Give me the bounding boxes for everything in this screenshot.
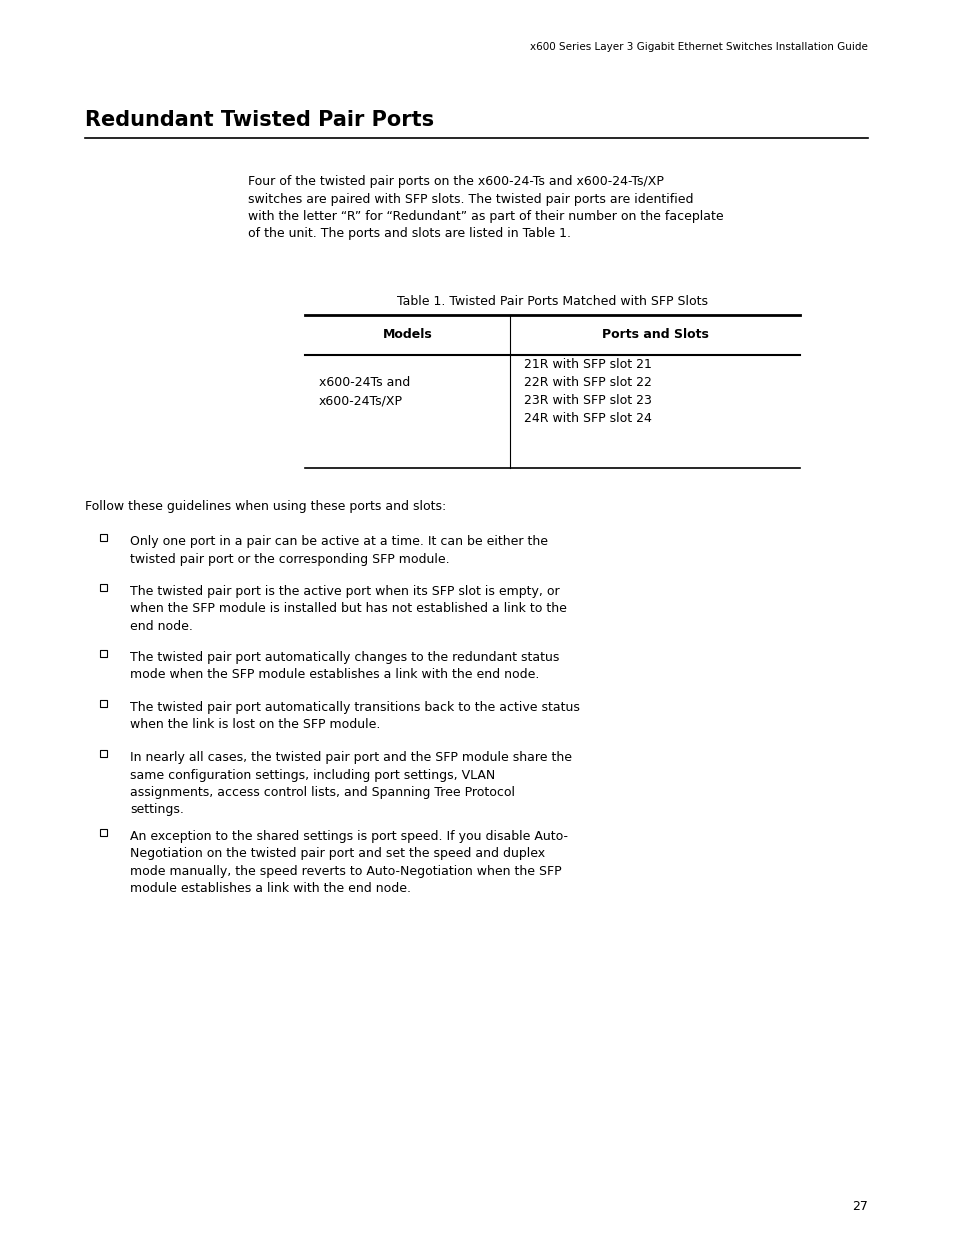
Text: Table 1. Twisted Pair Ports Matched with SFP Slots: Table 1. Twisted Pair Ports Matched with… [396, 295, 707, 308]
Text: Models: Models [382, 329, 432, 342]
Bar [100, 829, 108, 836]
Text: Four of the twisted pair ports on the x600-24-Ts and x600-24-Ts/XP
switches are : Four of the twisted pair ports on the x6… [248, 175, 723, 241]
Bar [100, 650, 108, 657]
Text: Ports and Slots: Ports and Slots [601, 329, 708, 342]
Text: In nearly all cases, the twisted pair port and the SFP module share the
same con: In nearly all cases, the twisted pair po… [130, 751, 572, 816]
Text: The twisted pair port automatically transitions back to the active status
when t: The twisted pair port automatically tran… [130, 701, 579, 731]
Bar [100, 534, 108, 541]
Text: Only one port in a pair can be active at a time. It can be either the
twisted pa: Only one port in a pair can be active at… [130, 535, 547, 566]
Bar [100, 584, 108, 592]
Text: 27: 27 [851, 1200, 867, 1213]
Text: Follow these guidelines when using these ports and slots:: Follow these guidelines when using these… [85, 500, 446, 513]
Text: x600 Series Layer 3 Gigabit Ethernet Switches Installation Guide: x600 Series Layer 3 Gigabit Ethernet Swi… [530, 42, 867, 52]
Text: An exception to the shared settings is port speed. If you disable Auto-
Negotiat: An exception to the shared settings is p… [130, 830, 567, 895]
Text: x600-24Ts and
x600-24Ts/XP: x600-24Ts and x600-24Ts/XP [318, 375, 410, 408]
Text: 21R with SFP slot 21
22R with SFP slot 22
23R with SFP slot 23
24R with SFP slot: 21R with SFP slot 21 22R with SFP slot 2… [523, 358, 651, 425]
Text: Redundant Twisted Pair Ports: Redundant Twisted Pair Ports [85, 110, 434, 130]
Text: The twisted pair port is the active port when its SFP slot is empty, or
when the: The twisted pair port is the active port… [130, 585, 566, 634]
Bar [100, 700, 108, 706]
Text: The twisted pair port automatically changes to the redundant status
mode when th: The twisted pair port automatically chan… [130, 651, 558, 682]
Bar [100, 750, 108, 757]
